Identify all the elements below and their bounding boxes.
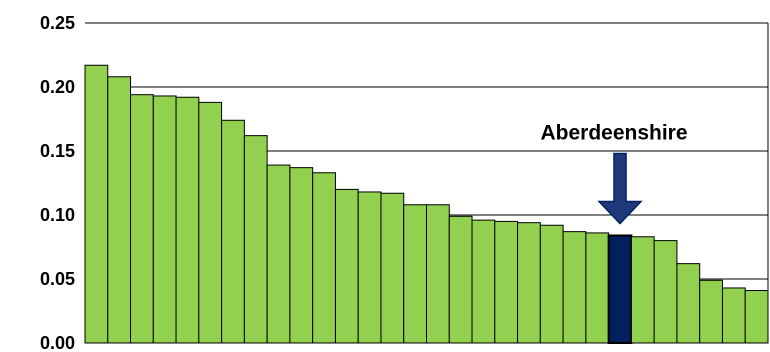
bar <box>426 204 450 344</box>
y-tick-label: 0.00 <box>40 333 75 352</box>
annotation-label: Aberdeenshire <box>540 121 687 144</box>
bar <box>744 290 769 344</box>
bar <box>107 76 132 344</box>
bar <box>471 219 496 344</box>
bar <box>289 167 314 344</box>
bar <box>653 240 678 344</box>
bar <box>562 231 587 344</box>
bar <box>198 101 223 344</box>
bar <box>130 94 154 344</box>
bar <box>403 204 428 344</box>
bar <box>448 215 473 344</box>
bar <box>676 263 701 344</box>
bar <box>175 96 200 344</box>
y-tick-label: 0.05 <box>40 269 75 289</box>
bar <box>721 287 746 344</box>
y-tick-label: 0.15 <box>40 141 75 161</box>
annotation: Aberdeenshire <box>540 121 688 225</box>
y-axis-tick-labels: 0.00 0.05 0.10 0.15 0.20 0.25 <box>40 13 75 352</box>
bar <box>380 192 405 344</box>
bar <box>266 164 291 344</box>
bar <box>517 222 541 344</box>
bar <box>539 224 564 344</box>
y-tick-label: 0.25 <box>40 13 75 33</box>
bar <box>699 279 723 344</box>
bar <box>494 220 519 344</box>
bars <box>84 64 769 344</box>
bar <box>334 188 359 344</box>
bar <box>357 191 382 344</box>
y-tick-label: 0.20 <box>40 77 75 97</box>
bar-highlighted <box>607 234 633 344</box>
bar <box>630 236 655 344</box>
bar <box>221 119 245 344</box>
bar <box>585 232 610 344</box>
bar <box>243 135 268 344</box>
bar <box>84 64 109 344</box>
bar <box>312 172 336 344</box>
down-arrow-icon <box>597 152 643 225</box>
y-tick-label: 0.10 <box>40 205 75 225</box>
bar <box>152 95 177 344</box>
